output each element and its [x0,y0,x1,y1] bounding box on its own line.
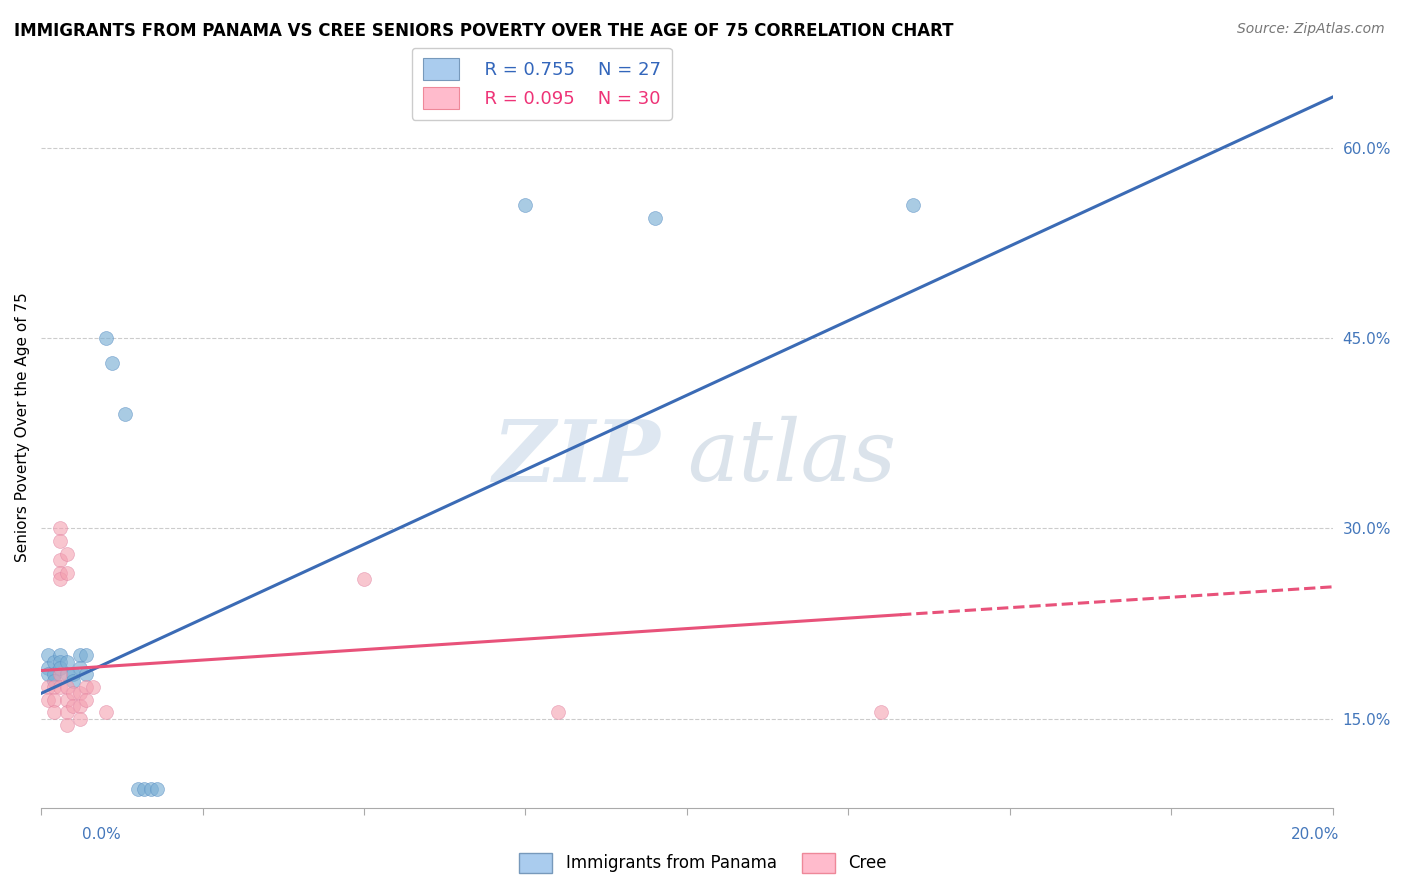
Point [69,686,91,700]
Point [114,407,136,421]
Legend: Immigrants from Panama, Cree: Immigrants from Panama, Cree [512,847,894,880]
Point [146,781,169,796]
Point [75,692,97,706]
Point [56,566,79,580]
Text: IMMIGRANTS FROM PANAMA VS CREE SENIORS POVERTY OVER THE AGE OF 75 CORRELATION CH: IMMIGRANTS FROM PANAMA VS CREE SENIORS P… [14,22,953,40]
Point [37,667,59,681]
Text: Source: ZipAtlas.com: Source: ZipAtlas.com [1237,22,1385,37]
Point [56,667,79,681]
Point [49,553,72,567]
Point [62,699,84,714]
Point [56,692,79,706]
Point [37,692,59,706]
Point [49,661,72,675]
Point [69,648,91,663]
Text: atlas: atlas [688,416,896,499]
Point [49,667,72,681]
Point [69,661,91,675]
Point [69,712,91,726]
Point [49,534,72,549]
Point [94,706,117,720]
Point [69,699,91,714]
Text: 0.0%: 0.0% [82,827,121,842]
Point [42,673,65,688]
Point [515,198,537,212]
Point [62,667,84,681]
Point [37,648,59,663]
Point [42,692,65,706]
Point [49,572,72,586]
Legend:   R = 0.755    N = 27,   R = 0.095    N = 30: R = 0.755 N = 27, R = 0.095 N = 30 [412,47,672,120]
Point [37,661,59,675]
Point [42,667,65,681]
Point [49,521,72,535]
Point [56,547,79,561]
Point [75,680,97,694]
Point [547,706,569,720]
Point [42,655,65,669]
Point [49,648,72,663]
Point [82,680,104,694]
Point [134,781,156,796]
Point [49,680,72,694]
Point [94,331,117,345]
Point [644,211,666,225]
Point [56,680,79,694]
Point [139,781,162,796]
Point [127,781,149,796]
Point [75,667,97,681]
Point [62,686,84,700]
Y-axis label: Seniors Poverty Over the Age of 75: Seniors Poverty Over the Age of 75 [15,292,30,562]
Point [101,356,124,370]
Point [42,706,65,720]
Text: 20.0%: 20.0% [1291,827,1339,842]
Point [56,718,79,732]
Point [869,706,891,720]
Point [62,673,84,688]
Point [37,680,59,694]
Point [42,680,65,694]
Point [49,566,72,580]
Text: ZIP: ZIP [494,416,661,500]
Point [75,648,97,663]
Point [49,655,72,669]
Point [353,572,375,586]
Point [901,198,924,212]
Point [56,706,79,720]
Point [56,655,79,669]
